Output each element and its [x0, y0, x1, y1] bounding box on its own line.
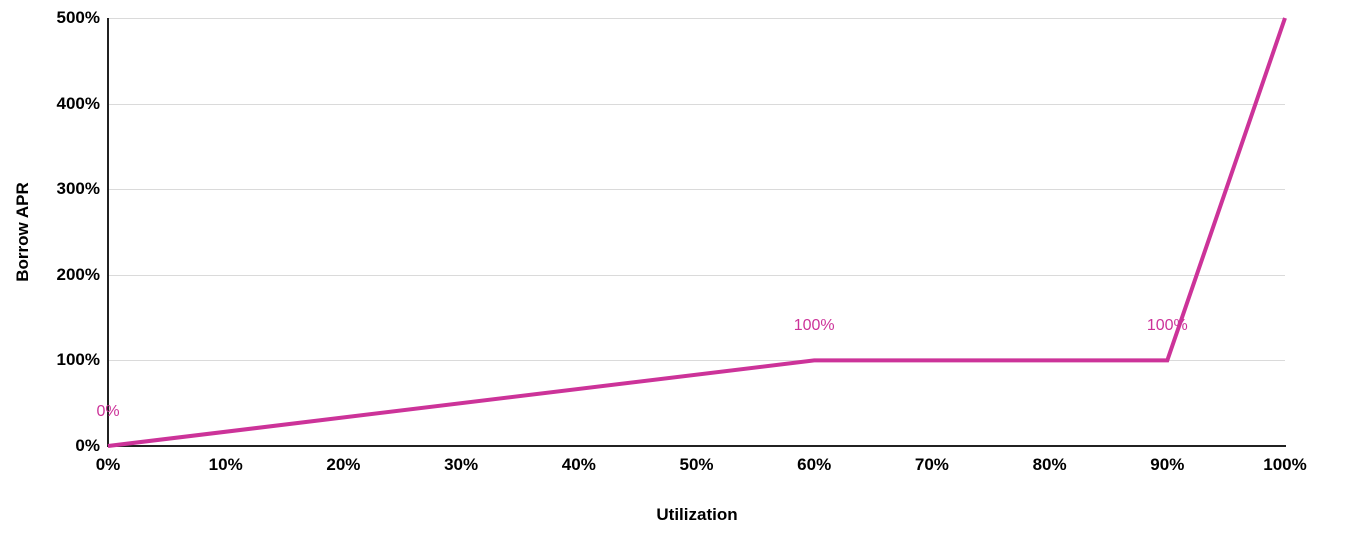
y-gridline — [108, 360, 1285, 362]
y-tick-label: 400% — [56, 93, 100, 113]
x-tick-label: 80% — [1032, 455, 1067, 474]
data-point-label: 0% — [96, 403, 120, 420]
y-gridline — [108, 18, 1285, 19]
data-point-label: 100% — [793, 317, 835, 335]
series-line-borrow-apr — [107, 17, 1287, 448]
x-axis-line — [107, 445, 1286, 447]
y-axis-line — [107, 18, 109, 446]
y-gridline — [108, 189, 1285, 191]
x-tick-label: 0% — [95, 455, 121, 474]
y-tick-label: 500% — [56, 8, 100, 27]
y-gridline — [108, 103, 1285, 105]
y-tick-label: 200% — [56, 264, 100, 284]
data-point-label: 100% — [1146, 317, 1188, 335]
x-tick-label: 70% — [914, 455, 949, 474]
x-tick-label: 90% — [1150, 455, 1185, 474]
y-gridline — [108, 274, 1285, 276]
x-tick-label: 10% — [208, 455, 243, 474]
y-axis-title: Borrow APR — [13, 182, 32, 282]
y-tick-label: 100% — [56, 350, 100, 370]
x-tick-label: 50% — [679, 455, 714, 474]
x-tick-label: 30% — [444, 455, 479, 474]
series-svg — [107, 17, 1287, 448]
x-tick-label: 100% — [1263, 455, 1307, 474]
plot-area — [107, 17, 1287, 448]
x-tick-label: 60% — [797, 455, 832, 474]
x-tick-label: 20% — [326, 455, 361, 474]
y-tick-label: 0% — [75, 436, 100, 455]
x-tick-label: 40% — [561, 455, 596, 474]
x-axis-title: Utilization — [656, 505, 738, 524]
y-tick-label: 300% — [56, 179, 100, 199]
